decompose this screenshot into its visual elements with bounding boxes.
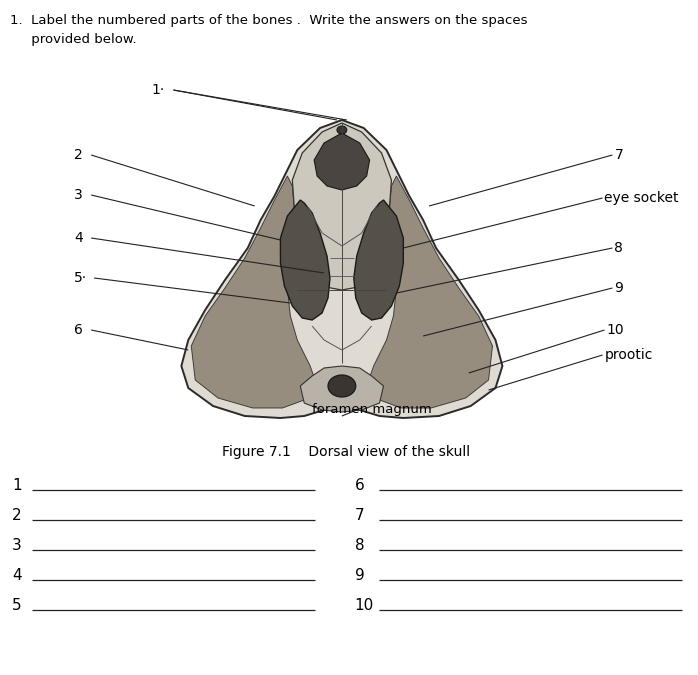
Text: 3: 3 bbox=[12, 539, 22, 553]
Text: 10: 10 bbox=[607, 323, 624, 337]
Polygon shape bbox=[292, 123, 392, 290]
Text: 2: 2 bbox=[12, 508, 22, 524]
Text: 3: 3 bbox=[74, 188, 83, 202]
Text: 10: 10 bbox=[355, 599, 374, 614]
Polygon shape bbox=[281, 200, 330, 320]
Text: 7: 7 bbox=[355, 508, 364, 524]
Text: 8: 8 bbox=[614, 241, 623, 255]
Text: eye socket: eye socket bbox=[604, 191, 679, 205]
Text: 2: 2 bbox=[74, 148, 83, 162]
Polygon shape bbox=[314, 133, 370, 190]
Ellipse shape bbox=[328, 375, 356, 397]
Text: 1.  Label the numbered parts of the bones .  Write the answers on the spaces: 1. Label the numbered parts of the bones… bbox=[10, 14, 528, 27]
Text: 8: 8 bbox=[355, 539, 364, 553]
Text: 1·: 1· bbox=[151, 83, 165, 97]
Text: provided below.: provided below. bbox=[10, 33, 137, 46]
Polygon shape bbox=[366, 176, 493, 408]
Text: 5·: 5· bbox=[74, 271, 87, 285]
Text: Figure 7.1    Dorsal view of the skull: Figure 7.1 Dorsal view of the skull bbox=[222, 445, 470, 459]
Text: 9: 9 bbox=[614, 281, 623, 295]
Text: 9: 9 bbox=[355, 568, 364, 583]
Text: prootic: prootic bbox=[604, 348, 653, 362]
Text: foramen magnum: foramen magnum bbox=[312, 404, 432, 416]
Polygon shape bbox=[300, 366, 383, 412]
Text: 4: 4 bbox=[74, 231, 83, 245]
Polygon shape bbox=[181, 120, 503, 418]
Text: 5: 5 bbox=[12, 599, 22, 614]
Text: 7: 7 bbox=[614, 148, 623, 162]
Polygon shape bbox=[191, 176, 317, 408]
Text: 1: 1 bbox=[12, 479, 22, 493]
Polygon shape bbox=[354, 200, 403, 320]
Ellipse shape bbox=[337, 126, 347, 134]
Text: 6: 6 bbox=[74, 323, 83, 337]
Text: 4: 4 bbox=[12, 568, 22, 583]
Text: 6: 6 bbox=[355, 479, 364, 493]
